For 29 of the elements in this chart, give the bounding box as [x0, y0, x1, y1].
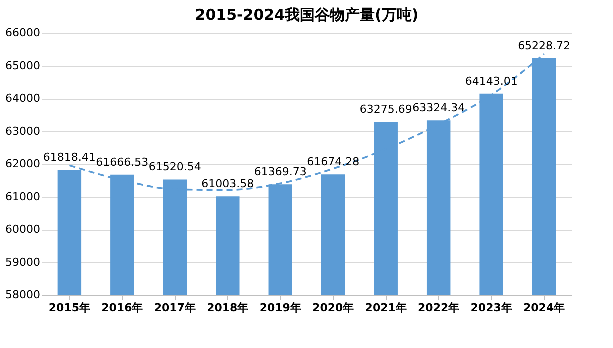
x-tick-label: 2021年: [365, 302, 407, 314]
x-tick-label: 2024年: [524, 302, 566, 314]
data-label: 61520.54: [148, 160, 202, 174]
x-tick-label: 2020年: [312, 302, 354, 314]
x-tick-label: 2023年: [470, 302, 512, 314]
data-label: 65228.72: [518, 39, 571, 52]
data-label: 63324.34: [412, 102, 466, 115]
data-label: 61369.73: [254, 166, 307, 179]
y-tick-label: 58000: [6, 288, 40, 302]
y-tick-label: 64000: [6, 92, 40, 105]
y-tick-label: 62000: [6, 158, 40, 170]
data-label: 61003.58: [202, 178, 254, 191]
data-label: 63275.69: [360, 103, 412, 116]
x-tick-label: 2019年: [260, 302, 302, 314]
y-tick-label: 60000: [6, 223, 40, 236]
x-tick-label: 2015年: [48, 302, 90, 314]
x-tick-label: 2016年: [102, 302, 144, 314]
x-tick-label: 2017年: [154, 302, 196, 314]
x-tick-label: 2018年: [207, 302, 249, 314]
y-tick-label: 61000: [6, 190, 40, 204]
data-label: 61666.53: [96, 156, 149, 169]
y-tick-label: 66000: [6, 26, 40, 40]
x-tick-label: 2022年: [418, 302, 460, 314]
y-tick-label: 63000: [6, 124, 40, 138]
chart-title: 2015-2024我国谷物产量(万吨): [195, 6, 419, 24]
y-tick-label: 65000: [6, 59, 40, 72]
y-tick-label: 59000: [6, 256, 40, 269]
data-label: 64143.01: [465, 74, 518, 88]
data-label: 61818.41: [43, 150, 96, 164]
